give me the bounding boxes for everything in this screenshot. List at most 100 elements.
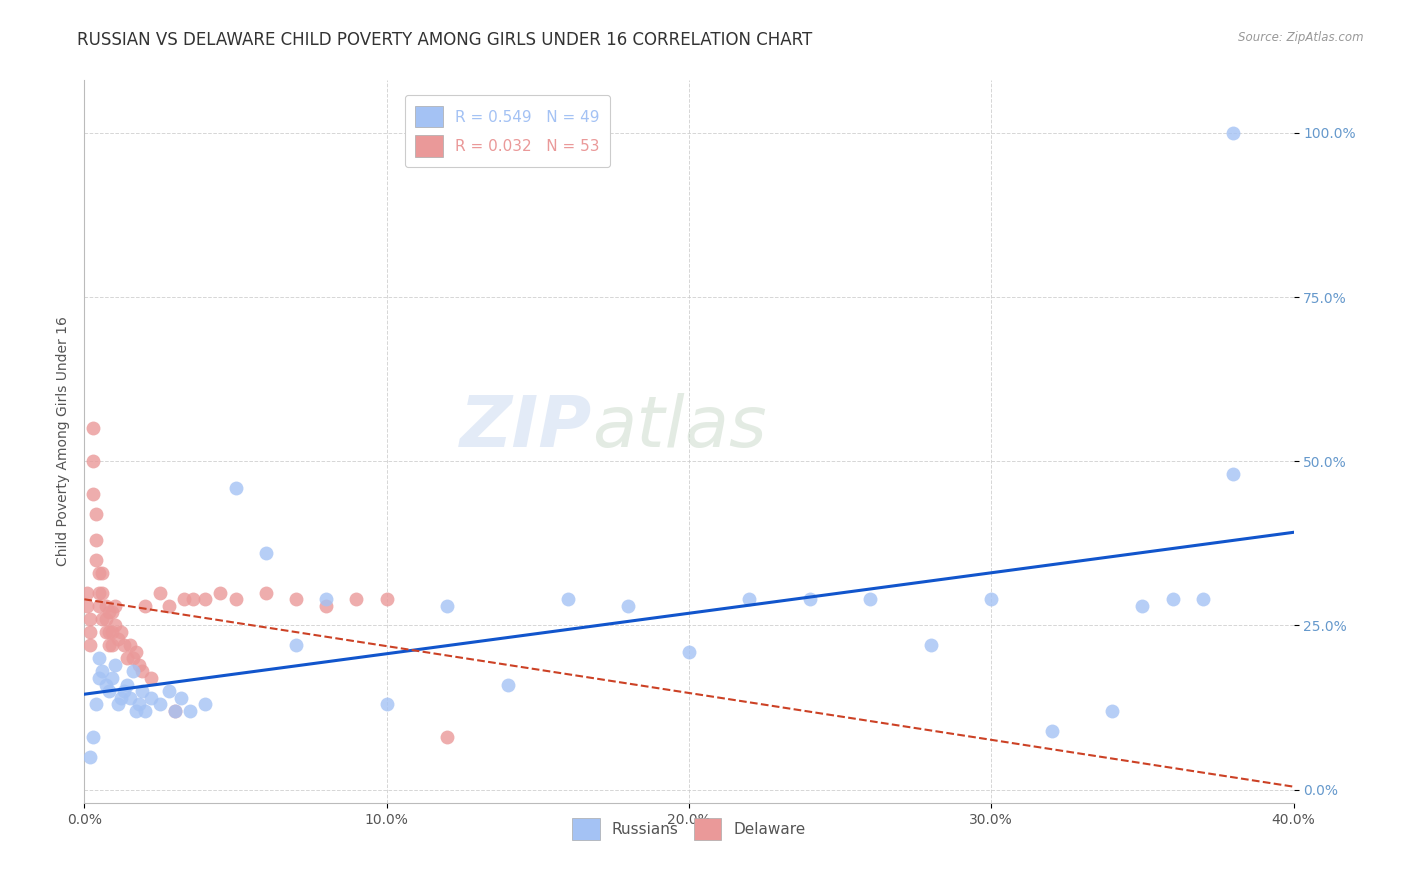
Point	[86, 698, 108, 712]
Point	[799, 592, 821, 607]
Point	[79, 625, 101, 640]
Point	[149, 698, 172, 712]
Point	[254, 585, 277, 599]
Point	[91, 566, 114, 580]
Point	[89, 599, 111, 613]
Point	[1040, 723, 1063, 738]
Point	[112, 638, 135, 652]
Point	[104, 618, 127, 632]
Point	[82, 454, 104, 468]
Point	[86, 553, 108, 567]
Text: atlas: atlas	[592, 392, 766, 461]
Point	[76, 585, 98, 599]
Point	[194, 698, 217, 712]
Point	[82, 421, 104, 435]
Point	[920, 638, 942, 652]
Point	[179, 704, 201, 718]
Point	[121, 665, 143, 679]
Point	[107, 632, 129, 646]
Legend: Russians, Delaware: Russians, Delaware	[565, 812, 813, 846]
Point	[859, 592, 882, 607]
Point	[165, 704, 187, 718]
Point	[94, 599, 117, 613]
Point	[131, 665, 153, 679]
Point	[128, 698, 150, 712]
Point	[285, 592, 308, 607]
Point	[91, 665, 114, 679]
Point	[346, 592, 368, 607]
Point	[315, 599, 337, 613]
Point	[79, 612, 101, 626]
Point	[89, 651, 111, 665]
Point	[157, 599, 180, 613]
Point	[89, 671, 111, 685]
Point	[115, 651, 138, 665]
Point	[100, 605, 122, 619]
Point	[139, 690, 162, 705]
Y-axis label: Child Poverty Among Girls Under 16: Child Poverty Among Girls Under 16	[56, 317, 70, 566]
Point	[128, 657, 150, 672]
Point	[76, 599, 98, 613]
Point	[86, 533, 108, 547]
Point	[285, 638, 308, 652]
Point	[97, 638, 120, 652]
Point	[100, 638, 122, 652]
Point	[125, 704, 148, 718]
Point	[436, 730, 458, 744]
Point	[149, 585, 172, 599]
Point	[110, 625, 132, 640]
Point	[100, 671, 122, 685]
Point	[254, 546, 277, 560]
Point	[97, 684, 120, 698]
Point	[617, 599, 640, 613]
Point	[104, 657, 127, 672]
Point	[165, 704, 187, 718]
Point	[94, 612, 117, 626]
Point	[496, 677, 519, 691]
Point	[86, 507, 108, 521]
Point	[980, 592, 1002, 607]
Point	[1222, 467, 1244, 482]
Point	[225, 481, 247, 495]
Point	[94, 677, 117, 691]
Point	[82, 487, 104, 501]
Point	[157, 684, 180, 698]
Text: Source: ZipAtlas.com: Source: ZipAtlas.com	[1239, 31, 1364, 45]
Point	[315, 592, 337, 607]
Point	[181, 592, 204, 607]
Point	[225, 592, 247, 607]
Point	[557, 592, 579, 607]
Point	[1101, 704, 1123, 718]
Point	[91, 612, 114, 626]
Point	[194, 592, 217, 607]
Point	[134, 704, 156, 718]
Point	[209, 585, 232, 599]
Point	[131, 684, 153, 698]
Point	[436, 599, 458, 613]
Point	[79, 749, 101, 764]
Point	[738, 592, 761, 607]
Text: ZIP: ZIP	[460, 392, 592, 461]
Point	[125, 645, 148, 659]
Point	[89, 585, 111, 599]
Point	[115, 677, 138, 691]
Point	[107, 698, 129, 712]
Point	[1130, 599, 1153, 613]
Point	[118, 638, 141, 652]
Point	[170, 690, 193, 705]
Point	[97, 605, 120, 619]
Text: RUSSIAN VS DELAWARE CHILD POVERTY AMONG GIRLS UNDER 16 CORRELATION CHART: RUSSIAN VS DELAWARE CHILD POVERTY AMONG …	[77, 31, 813, 49]
Point	[1192, 592, 1215, 607]
Point	[97, 625, 120, 640]
Point	[1161, 592, 1184, 607]
Point	[79, 638, 101, 652]
Point	[100, 625, 122, 640]
Point	[375, 592, 398, 607]
Point	[118, 690, 141, 705]
Point	[678, 645, 700, 659]
Point	[91, 585, 114, 599]
Point	[375, 698, 398, 712]
Point	[110, 690, 132, 705]
Point	[104, 599, 127, 613]
Point	[139, 671, 162, 685]
